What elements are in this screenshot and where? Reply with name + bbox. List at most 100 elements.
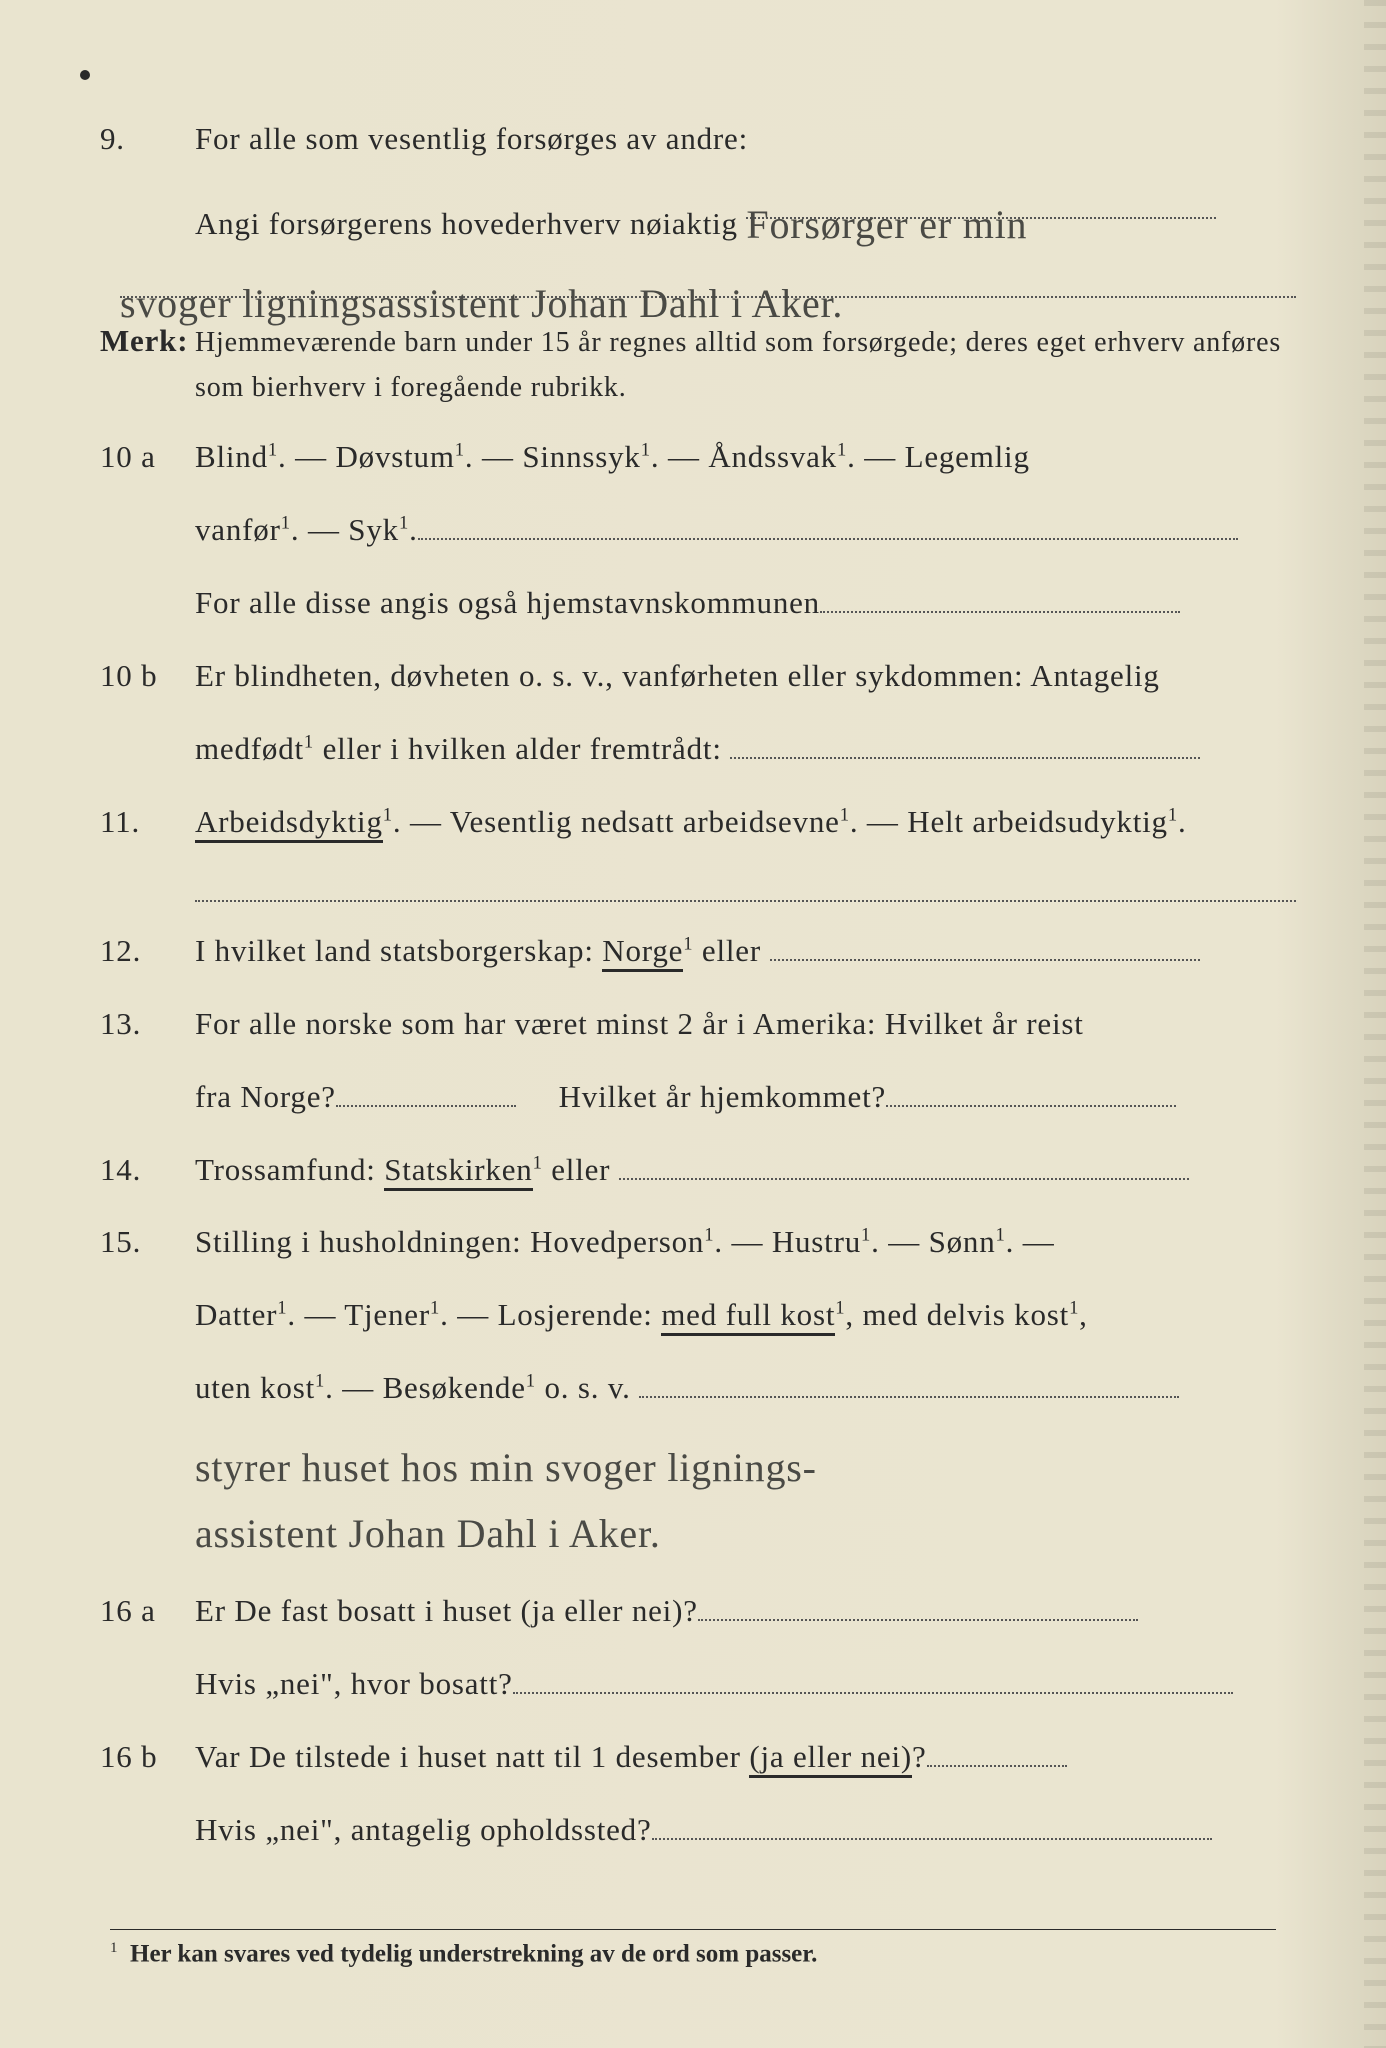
sup: 1 bbox=[533, 1152, 543, 1173]
footnote-marker: 1 bbox=[110, 1940, 118, 1956]
sup: 1 bbox=[399, 513, 409, 534]
q16b-body1: Var De tilstede i huset natt til 1 desem… bbox=[195, 1728, 1296, 1787]
q15-line3: uten kost1. — Besøkende1 o. s. v. bbox=[100, 1359, 1296, 1418]
q15-body1: Stilling i husholdningen: Hovedperson1. … bbox=[195, 1213, 1296, 1272]
q10a-body1: Blind1. — Døvstum1. — Sinnssyk1. — Åndss… bbox=[195, 428, 1296, 487]
q15-hoved: Stilling i husholdningen: Hovedperson bbox=[195, 1224, 704, 1259]
q10b-body2: medfødt1 eller i hvilken alder fremtrådt… bbox=[195, 720, 1296, 779]
dash: — bbox=[723, 1224, 772, 1259]
dash: — bbox=[856, 439, 905, 474]
q15-sonn: Sønn bbox=[929, 1224, 996, 1259]
q13-number: 13. bbox=[100, 995, 195, 1054]
q9-line3: svoger ligningsassistent Johan Dahl i Ak… bbox=[100, 262, 1296, 298]
q15-handwriting2: assistent Johan Dahl i Aker. bbox=[195, 1496, 661, 1572]
sup: 1 bbox=[526, 1371, 536, 1392]
q16a-text2: Hvis „nei", hvor bosatt? bbox=[195, 1666, 513, 1701]
q15-osv: o. s. v. bbox=[536, 1370, 631, 1405]
q14-line: 14. Trossamfund: Statskirken1 eller bbox=[100, 1141, 1296, 1200]
q15-losj: Losjerende: bbox=[498, 1297, 662, 1332]
sup: 1 bbox=[1069, 1298, 1079, 1319]
sup: 1 bbox=[430, 1298, 440, 1319]
footnote-text: Her kan svares ved tydelig understreknin… bbox=[130, 1940, 817, 1967]
q15-body3: uten kost1. — Besøkende1 o. s. v. bbox=[195, 1359, 1296, 1418]
sup: 1 bbox=[835, 1298, 845, 1319]
q12-number: 12. bbox=[100, 922, 195, 981]
q9-handwriting2: svoger ligningsassistent Johan Dahl i Ak… bbox=[120, 281, 843, 326]
q10a-line1: 10 a Blind1. — Døvstum1. — Sinnssyk1. — … bbox=[100, 428, 1296, 487]
q15-fill bbox=[639, 1362, 1179, 1398]
sup: 1 bbox=[996, 1225, 1006, 1246]
q13-fill1 bbox=[336, 1071, 516, 1107]
q9-body2: Angi forsørgerens hovederhverv nøiaktig … bbox=[195, 183, 1296, 254]
q9-number: 9. bbox=[100, 110, 195, 169]
dash: — bbox=[473, 439, 522, 474]
dash: — bbox=[287, 439, 336, 474]
dash: — bbox=[299, 512, 348, 547]
sup: 1 bbox=[304, 732, 314, 753]
q15-handwriting1: styrer huset hos min svoger lignings- bbox=[195, 1430, 817, 1506]
q16a-body2: Hvis „nei", hvor bosatt? bbox=[195, 1655, 1296, 1714]
dash: — bbox=[659, 439, 708, 474]
q9-line1: 9. For alle som vesentlig forsørges av a… bbox=[100, 110, 1296, 169]
q11-line: 11. Arbeidsdyktig1. — Vesentlig nedsatt … bbox=[100, 793, 1296, 852]
q10b-line2: medfødt1 eller i hvilken alder fremtrådt… bbox=[100, 720, 1296, 779]
q11-fill bbox=[195, 866, 1296, 902]
document-page: 9. For alle som vesentlig forsørges av a… bbox=[0, 0, 1386, 2048]
q9-line2: Angi forsørgerens hovederhverv nøiaktig … bbox=[100, 183, 1296, 254]
q16b-text1a: Var De tilstede i huset natt til 1 desem… bbox=[195, 1739, 749, 1774]
q12-pre: I hvilket land statsborgerskap: bbox=[195, 933, 602, 968]
sup: 1 bbox=[837, 440, 847, 461]
dash: — bbox=[334, 1370, 383, 1405]
q16b-body2: Hvis „nei", antagelig opholdssted? bbox=[195, 1801, 1296, 1860]
q15-hand1-row: styrer huset hos min svoger lignings- bbox=[100, 1426, 1296, 1502]
q12-fill bbox=[770, 925, 1200, 961]
q14-statskirken: Statskirken bbox=[384, 1152, 532, 1191]
sup: 1 bbox=[840, 805, 850, 826]
q10b-line1: 10 b Er blindheten, døvheten o. s. v., v… bbox=[100, 647, 1296, 706]
q14-pre: Trossamfund: bbox=[195, 1152, 384, 1187]
q16b-fill2 bbox=[652, 1804, 1212, 1840]
q16b-janei: (ja eller nei) bbox=[749, 1739, 912, 1778]
q15-besok: Besøkende bbox=[383, 1370, 526, 1405]
sup: 1 bbox=[704, 1225, 714, 1246]
q11-body: Arbeidsdyktig1. — Vesentlig nedsatt arbe… bbox=[195, 793, 1296, 852]
q11-end: Helt arbeidsudyktig bbox=[907, 804, 1168, 839]
q16a-body1: Er De fast bosatt i huset (ja eller nei)… bbox=[195, 1582, 1296, 1641]
footnote: 1 Her kan svares ved tydelig understrekn… bbox=[110, 1929, 1276, 1968]
q14-number: 14. bbox=[100, 1141, 195, 1200]
q11-arbeidsdyktig: Arbeidsdyktig bbox=[195, 804, 383, 843]
q10a-legemlig: Legemlig bbox=[905, 439, 1030, 474]
q10b-fill bbox=[730, 723, 1200, 759]
q16b-fill1 bbox=[927, 1731, 1067, 1767]
q15-datter: Datter bbox=[195, 1297, 277, 1332]
sup: 1 bbox=[683, 934, 693, 955]
q11-fill-row bbox=[100, 866, 1296, 902]
q15-tjener: Tjener bbox=[344, 1297, 430, 1332]
sup: 1 bbox=[861, 1225, 871, 1246]
dash: — bbox=[296, 1297, 344, 1332]
q11-number: 11. bbox=[100, 793, 195, 852]
sup: 1 bbox=[1168, 805, 1178, 826]
q12-eller: eller bbox=[702, 933, 761, 968]
q10a-hjemstavn: For alle disse angis også hjemstavnskomm… bbox=[195, 585, 820, 620]
ink-spot bbox=[80, 70, 90, 80]
q12-line: 12. I hvilket land statsborgerskap: Norg… bbox=[100, 922, 1296, 981]
sup: 1 bbox=[383, 805, 393, 826]
q13-fill2 bbox=[886, 1071, 1176, 1107]
q10b-medfodt: medfødt bbox=[195, 731, 304, 766]
q10b-text1: Er blindheten, døvheten o. s. v., vanfør… bbox=[195, 647, 1296, 706]
q15-line2: Datter1. — Tjener1. — Losjerende: med fu… bbox=[100, 1286, 1296, 1345]
q10a-line3: For alle disse angis også hjemstavnskomm… bbox=[100, 574, 1296, 633]
q9-label: Angi forsørgerens hovederhverv nøiaktig bbox=[195, 206, 738, 241]
q16a-line2: Hvis „nei", hvor bosatt? bbox=[100, 1655, 1296, 1714]
q15-hustru: Hustru bbox=[772, 1224, 861, 1259]
q16a-line1: 16 a Er De fast bosatt i huset (ja eller… bbox=[100, 1582, 1296, 1641]
q15-full: med full kost bbox=[661, 1297, 835, 1336]
q10b-number: 10 b bbox=[100, 647, 195, 706]
sup: 1 bbox=[281, 513, 291, 534]
merk-row: Merk: Hjemmeværende barn under 15 år reg… bbox=[100, 312, 1296, 411]
q14-fill bbox=[619, 1143, 1189, 1179]
q10a-blind: Blind bbox=[195, 439, 268, 474]
sup: 1 bbox=[277, 1298, 287, 1319]
q16b-line1: 16 b Var De tilstede i huset natt til 1 … bbox=[100, 1728, 1296, 1787]
